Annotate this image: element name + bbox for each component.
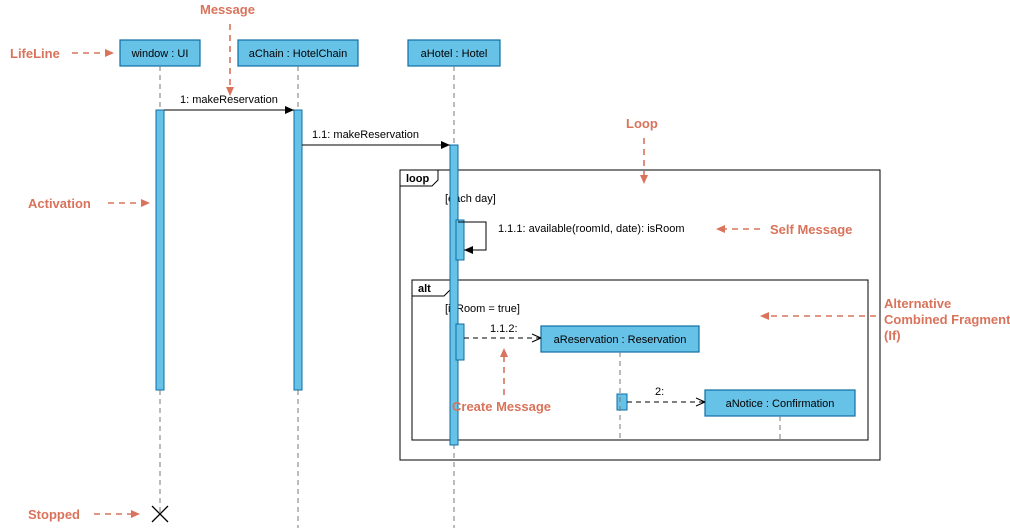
annotation-label: Self Message (770, 222, 852, 237)
created-label: aNotice : Confirmation (726, 398, 835, 410)
annotation-label: Loop (626, 116, 658, 131)
annotation-label: Activation (28, 196, 91, 211)
annotation-label: Combined Fragment (884, 312, 1010, 327)
message-label: 1.1: makeReservation (312, 129, 419, 141)
activation-bar (456, 220, 464, 260)
activation-bar (156, 110, 164, 390)
message-label: 1.1.1: available(roomId, date): isRoom (498, 223, 684, 235)
message-label: 1.1.2: (490, 323, 518, 335)
activation-bar (456, 324, 464, 360)
message-label: 1: makeReservation (180, 94, 278, 106)
annotation-label: LifeLine (10, 46, 60, 61)
fragment-label: loop (406, 173, 429, 185)
activation-bar (617, 394, 627, 410)
annotation-label: Create Message (452, 399, 551, 414)
lifeline-label: aChain : HotelChain (249, 48, 347, 60)
annotation-label: Stopped (28, 507, 80, 522)
lifeline-label: window : UI (131, 48, 189, 60)
activation-bar (294, 110, 302, 390)
annotation-label: (If) (884, 328, 901, 343)
annotation-label: Message (200, 2, 255, 17)
fragment-label: alt (418, 283, 431, 295)
created-label: aReservation : Reservation (554, 334, 687, 346)
lifeline-label: aHotel : Hotel (421, 48, 488, 60)
message-label: 2: (655, 386, 664, 398)
annotation-label: Alternative (884, 296, 951, 311)
